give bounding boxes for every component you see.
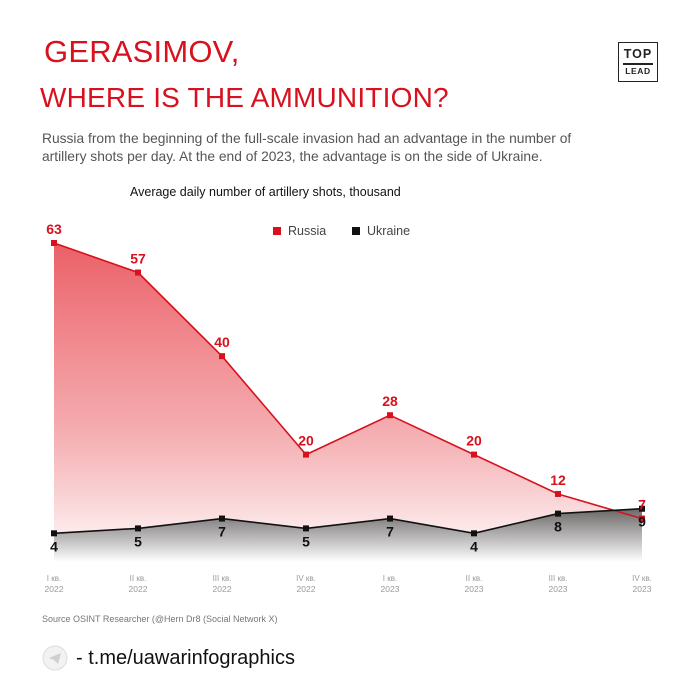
marker-ukraine-5 xyxy=(471,530,477,537)
page-title-line-1: GERASIMOV, xyxy=(44,34,240,69)
x-tick-quarter-3: IV кв. xyxy=(296,574,316,583)
marker-ukraine-1 xyxy=(135,525,141,532)
legend-swatch-russia xyxy=(273,227,281,235)
marker-russia-0 xyxy=(51,240,57,246)
x-tick-year-1: 2022 xyxy=(129,584,148,594)
data-label-ukraine-4: 7 xyxy=(386,524,394,540)
data-label-ukraine-7: 9 xyxy=(638,514,646,530)
chart-legend: Russia Ukraine xyxy=(273,224,410,238)
marker-ukraine-3 xyxy=(303,525,309,532)
area-russia xyxy=(54,243,642,562)
top-lead-logo: TOP LEAD xyxy=(618,42,658,82)
telegram-link[interactable]: - t.me/uawarinfographics xyxy=(42,645,295,671)
logo-bottom-text: LEAD xyxy=(625,65,651,76)
marker-ukraine-7 xyxy=(639,505,645,512)
marker-russia-1 xyxy=(135,269,141,276)
data-label-russia-6: 12 xyxy=(550,472,566,488)
data-label-ukraine-1: 5 xyxy=(134,533,142,549)
line-ukraine xyxy=(53,507,643,535)
source-note: Source OSINT Researcher (@Hern Dr8 (Soci… xyxy=(42,614,278,624)
marker-russia-6 xyxy=(555,490,561,497)
x-tick-quarter-5: II кв. xyxy=(466,574,483,583)
x-tick-quarter-1: II кв. xyxy=(130,574,147,583)
marker-russia-7 xyxy=(639,515,645,522)
logo-top-text: TOP xyxy=(623,47,653,62)
x-tick-quarter-2: III кв. xyxy=(213,574,232,583)
legend-swatch-ukraine xyxy=(352,227,360,235)
marker-russia-3 xyxy=(303,451,309,458)
data-label-ukraine-2: 7 xyxy=(218,524,226,540)
area-ukraine xyxy=(54,508,642,562)
data-label-russia-5: 20 xyxy=(466,433,482,449)
data-label-russia-7: 7 xyxy=(638,497,646,513)
data-label-ukraine-5: 4 xyxy=(470,538,478,554)
data-label-russia-0: 63 xyxy=(46,221,62,237)
chart-markers xyxy=(51,240,645,537)
data-label-ukraine-0: 4 xyxy=(50,538,58,554)
subtitle: Russia from the beginning of the full-sc… xyxy=(42,131,572,164)
chart-lines xyxy=(53,242,643,535)
data-label-russia-2: 40 xyxy=(214,334,230,350)
line-russia xyxy=(53,242,643,520)
x-tick-quarter-4: I кв. xyxy=(383,574,397,583)
data-label-russia-3: 20 xyxy=(298,433,314,449)
x-tick-quarter-6: III кв. xyxy=(549,574,568,583)
marker-ukraine-4 xyxy=(387,515,393,522)
marker-ukraine-0 xyxy=(51,530,57,537)
marker-russia-4 xyxy=(387,412,393,419)
marker-russia-2 xyxy=(219,353,225,360)
data-label-russia-4: 28 xyxy=(382,393,398,409)
x-tick-quarter-7: IV кв. xyxy=(632,574,652,583)
marker-ukraine-6 xyxy=(555,510,561,517)
x-tick-year-2: 2022 xyxy=(213,584,232,594)
legend-label-russia: Russia xyxy=(288,224,326,238)
chart-areas xyxy=(54,243,642,562)
legend-label-ukraine: Ukraine xyxy=(367,224,410,238)
chart-title: Average daily number of artillery shots,… xyxy=(130,185,401,199)
x-tick-year-6: 2023 xyxy=(549,584,568,594)
page-title-line-2: WHERE IS THE AMMUNITION? xyxy=(40,82,449,113)
telegram-icon xyxy=(42,645,68,671)
data-label-russia-1: 57 xyxy=(130,251,146,267)
marker-ukraine-2 xyxy=(219,515,225,522)
data-label-ukraine-3: 5 xyxy=(302,533,310,549)
logo-divider xyxy=(623,63,653,65)
x-tick-year-5: 2023 xyxy=(465,584,484,594)
x-tick-year-4: 2023 xyxy=(381,584,400,594)
x-tick-year-3: 2022 xyxy=(297,584,316,594)
data-label-ukraine-6: 8 xyxy=(554,519,562,535)
telegram-link-text[interactable]: - t.me/uawarinfographics xyxy=(76,646,295,669)
x-tick-year-0: 2022 xyxy=(45,584,64,594)
x-tick-year-7: 2023 xyxy=(633,584,652,594)
x-tick-quarter-0: I кв. xyxy=(47,574,61,583)
marker-russia-5 xyxy=(471,451,477,458)
